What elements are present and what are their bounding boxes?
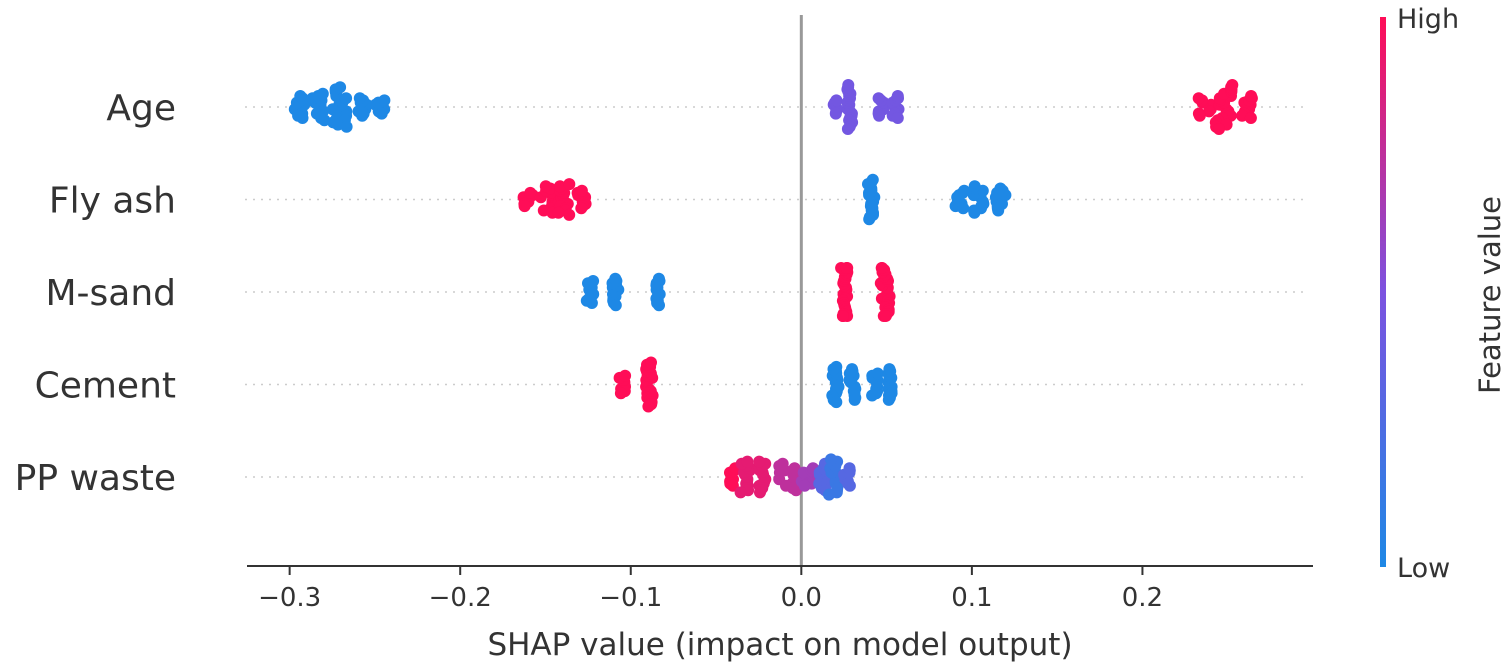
shap-point xyxy=(1193,109,1206,122)
shap-point xyxy=(1213,123,1225,135)
shap-point xyxy=(753,455,766,468)
feature-labels: Age Fly ash M-sand Cement PP waste xyxy=(15,88,176,499)
shap-point xyxy=(294,90,307,102)
shap-point xyxy=(1244,112,1257,124)
x-tick-label: −0.1 xyxy=(599,583,662,613)
shap-point xyxy=(554,180,566,193)
grid-lines xyxy=(245,106,1305,478)
shap-point xyxy=(552,206,565,219)
x-tick-label: 0.1 xyxy=(951,583,992,613)
shap-point xyxy=(841,123,854,135)
shap-point xyxy=(958,184,971,197)
shap-point xyxy=(734,486,747,499)
shap-point xyxy=(891,90,904,102)
shap-point xyxy=(340,120,353,133)
shap-point xyxy=(823,488,835,501)
shap-point xyxy=(539,180,552,193)
shap-point xyxy=(754,486,766,499)
x-tick-label: 0.0 xyxy=(781,583,822,613)
shap-point xyxy=(642,400,655,413)
shap-point xyxy=(992,204,1005,217)
shap-point xyxy=(879,310,892,322)
shap-point xyxy=(585,297,598,309)
shap-point xyxy=(340,92,353,105)
shap-point xyxy=(653,299,665,312)
colorbar: High Low Feature value xyxy=(1380,4,1505,584)
shap-point xyxy=(316,87,329,100)
shap-point xyxy=(872,92,885,105)
shap-point xyxy=(830,94,843,107)
shap-point xyxy=(614,387,627,400)
shap-point xyxy=(848,393,861,406)
shap-point xyxy=(563,208,576,221)
x-axis-title: SHAP value (impact on model output) xyxy=(487,627,1072,663)
feature-label: Cement xyxy=(35,366,176,407)
shap-point xyxy=(1203,105,1216,118)
shap-point xyxy=(1192,92,1205,105)
shap-point xyxy=(378,94,391,107)
data-points xyxy=(288,79,1258,501)
shap-point xyxy=(830,396,843,409)
feature-label: Fly ash xyxy=(49,181,176,222)
shap-point xyxy=(1245,90,1258,102)
shap-point xyxy=(353,92,366,105)
shap-point xyxy=(840,262,853,274)
shap-point xyxy=(891,112,904,124)
shap-point xyxy=(609,272,622,285)
shap-point xyxy=(876,262,889,274)
x-tick-label: −0.2 xyxy=(429,583,492,613)
x-tick-label: −0.3 xyxy=(258,583,321,613)
shap-point xyxy=(375,107,388,120)
x-tick-label: 0.2 xyxy=(1122,583,1163,613)
shap-point xyxy=(518,200,531,213)
shap-point xyxy=(836,310,849,322)
x-axis: −0.3 −0.2 −0.1 0.0 0.1 0.2 xyxy=(247,565,1313,613)
shap-point xyxy=(798,479,811,492)
shap-point xyxy=(296,112,309,124)
shap-point xyxy=(846,363,858,376)
shap-point xyxy=(843,479,856,492)
shap-point xyxy=(871,367,884,380)
shap-point xyxy=(609,299,622,312)
shap-point xyxy=(1226,79,1239,91)
shap-point xyxy=(968,206,981,219)
shap-point xyxy=(866,173,879,186)
shap-point xyxy=(776,457,789,470)
shap-point xyxy=(968,180,981,193)
colorbar-gradient xyxy=(1380,17,1386,567)
shap-point xyxy=(843,462,856,475)
shap-point xyxy=(994,182,1007,195)
shap-point xyxy=(524,186,537,199)
shap-point xyxy=(788,462,801,475)
shap-point xyxy=(563,178,576,191)
shap-point xyxy=(882,393,895,406)
shap-point xyxy=(619,369,632,382)
feature-label: Age xyxy=(106,88,176,129)
shap-point xyxy=(575,202,588,215)
shap-point xyxy=(587,275,600,287)
shap-point xyxy=(842,79,855,91)
shap-point xyxy=(883,363,896,376)
colorbar-low-label: Low xyxy=(1397,553,1450,584)
shap-point xyxy=(575,184,588,197)
shap-point xyxy=(741,455,754,468)
colorbar-title: Feature value xyxy=(1473,196,1505,394)
shap-point xyxy=(829,107,842,120)
colorbar-high-label: High xyxy=(1397,4,1459,35)
feature-label: M-sand xyxy=(45,273,176,314)
shap-point xyxy=(873,109,886,122)
shap-point xyxy=(957,202,970,215)
shap-point xyxy=(825,453,837,466)
shap-point xyxy=(356,109,369,122)
shap-point xyxy=(334,81,347,94)
shap-point xyxy=(645,356,657,369)
shap-point xyxy=(652,272,665,285)
shap-point xyxy=(830,360,843,373)
feature-label: PP waste xyxy=(15,458,176,499)
shap-point xyxy=(866,389,879,402)
shap-point xyxy=(863,213,876,226)
